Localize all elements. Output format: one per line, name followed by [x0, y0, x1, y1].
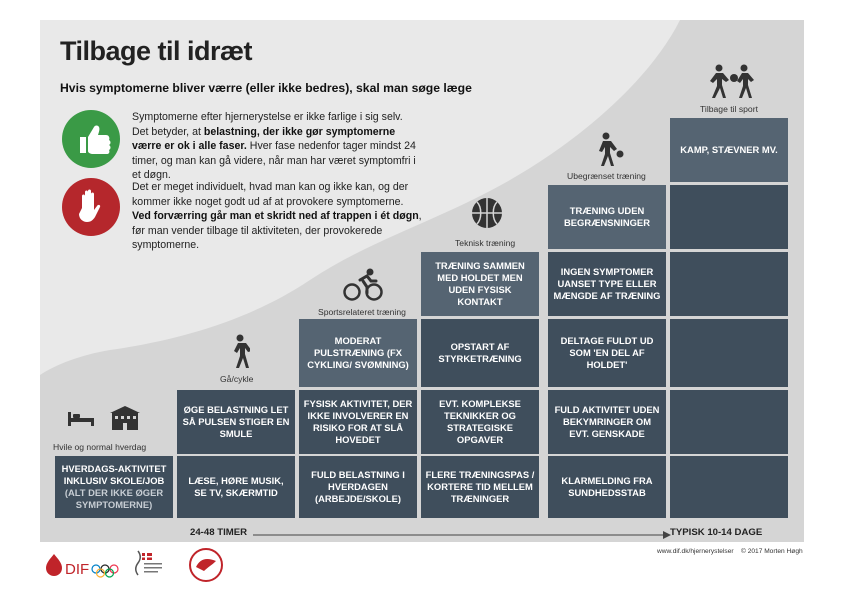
stage-cell-unlimited-4: FULD AKTIVITET UDEN BEKYMRINGER OM EVT. … — [548, 390, 666, 454]
footer-url[interactable]: www.dif.dk/hjernerystelser — [657, 548, 734, 555]
stage-label-sport: Sportsrelateret træning — [318, 307, 406, 317]
stage-cell-return-empty-5 — [670, 456, 788, 518]
stage-cell-unlimited-2: INGEN SYMPTOMER UANSET TYPE ELLER MÆNGDE… — [548, 252, 666, 316]
dif-logo-text: DIF — [65, 561, 89, 578]
stage-label-rest: Hvile og normal hverdag — [53, 442, 147, 452]
ball-icon — [470, 196, 504, 235]
stage-label-unlimited: Ubegrænset træning — [567, 171, 646, 181]
stage-cell-return-empty-3 — [670, 319, 788, 387]
poster: Tilbage til idræt Hvis symptomerne blive… — [40, 20, 804, 542]
sportsfysioterapi-logo — [184, 547, 228, 588]
stage-cell-sport-1: MODERAT PULSTRÆNING (FX CYKLING/ SVØMNIN… — [299, 319, 417, 387]
players-icon — [706, 64, 760, 105]
stage-cell-return-empty-2 — [670, 252, 788, 316]
dif-logo: DIF — [44, 552, 124, 587]
stage-cell-technical-3: EVT. KOMPLEKSE TEKNIKKER OG STRATEGISKE … — [421, 390, 539, 454]
timeline-arrow — [253, 531, 671, 539]
footer-copyright: © 2017 Morten Høgh — [741, 548, 803, 555]
stage-cell-technical-4: FLERE TRÆNINGSPAS / KORTERE TID MELLEM T… — [421, 456, 539, 518]
walking-icon — [228, 334, 252, 375]
background-wave — [40, 20, 680, 375]
bed-school-icon — [66, 406, 140, 437]
intro-paragraph-2: Det er meget individuelt, hvad man kan o… — [132, 181, 422, 252]
stage-cell-technical-1: TRÆNING SAMMEN MED HOLDET MEN UDEN FYSIS… — [421, 252, 539, 316]
stage-cell-unlimited-1: TRÆNING UDEN BEGRÆNSNINGER — [548, 185, 666, 249]
stage-label-technical: Teknisk træning — [455, 238, 516, 248]
page-subtitle: Hvis symptomerne bliver værre (eller ikk… — [60, 81, 472, 95]
dansk-idraetsmedicinsk-logo — [132, 549, 166, 584]
cycling-icon — [343, 268, 383, 307]
stage-cell-unlimited-5: KLARMELDING FRA SUNDHEDSSTAB — [548, 456, 666, 518]
stage-cell-walk-2: LÆSE, HØRE MUSIK, SE TV, SKÆRMTID — [177, 456, 295, 518]
stage-cell-sport-2: FYSISK AKTIVITET, DER IKKE INVOLVERER EN… — [299, 390, 417, 454]
axis-label-end: TYPISK 10-14 DAGE — [670, 527, 763, 538]
stage-label-walk: Gå/cykle — [220, 374, 254, 384]
thumbs-up-icon — [62, 110, 120, 168]
stage-label-return: Tilbage til sport — [700, 104, 758, 114]
page-title: Tilbage til idræt — [60, 36, 253, 66]
stage-cell-technical-2: OPSTART AF STYRKETRÆNING — [421, 319, 539, 387]
stage-cell-sport-3: FULD BELASTNING I HVERDAGEN (ARBEJDE/SKO… — [299, 456, 417, 518]
stage-cell-return-1: KAMP, STÆVNER MV. — [670, 118, 788, 182]
dribbling-icon — [595, 132, 625, 173]
stage-cell-rest: HVERDAGS-AKTIVITET INKLUSIV SKOLE/JOB (A… — [55, 456, 173, 518]
stage-cell-walk-1: ØGE BELASTNING LET SÅ PULSEN STIGER EN S… — [177, 390, 295, 454]
stage-cell-return-empty-1 — [670, 185, 788, 249]
stage-cell-return-empty-4 — [670, 390, 788, 454]
intro-paragraph-1: Symptomerne efter hjernerystelse er ikke… — [132, 111, 416, 182]
axis-label-start: 24-48 TIMER — [190, 527, 248, 538]
stop-hand-icon — [62, 178, 120, 236]
stage-cell-unlimited-3: DELTAGE FULDT UD SOM 'EN DEL AF HOLDET' — [548, 319, 666, 387]
